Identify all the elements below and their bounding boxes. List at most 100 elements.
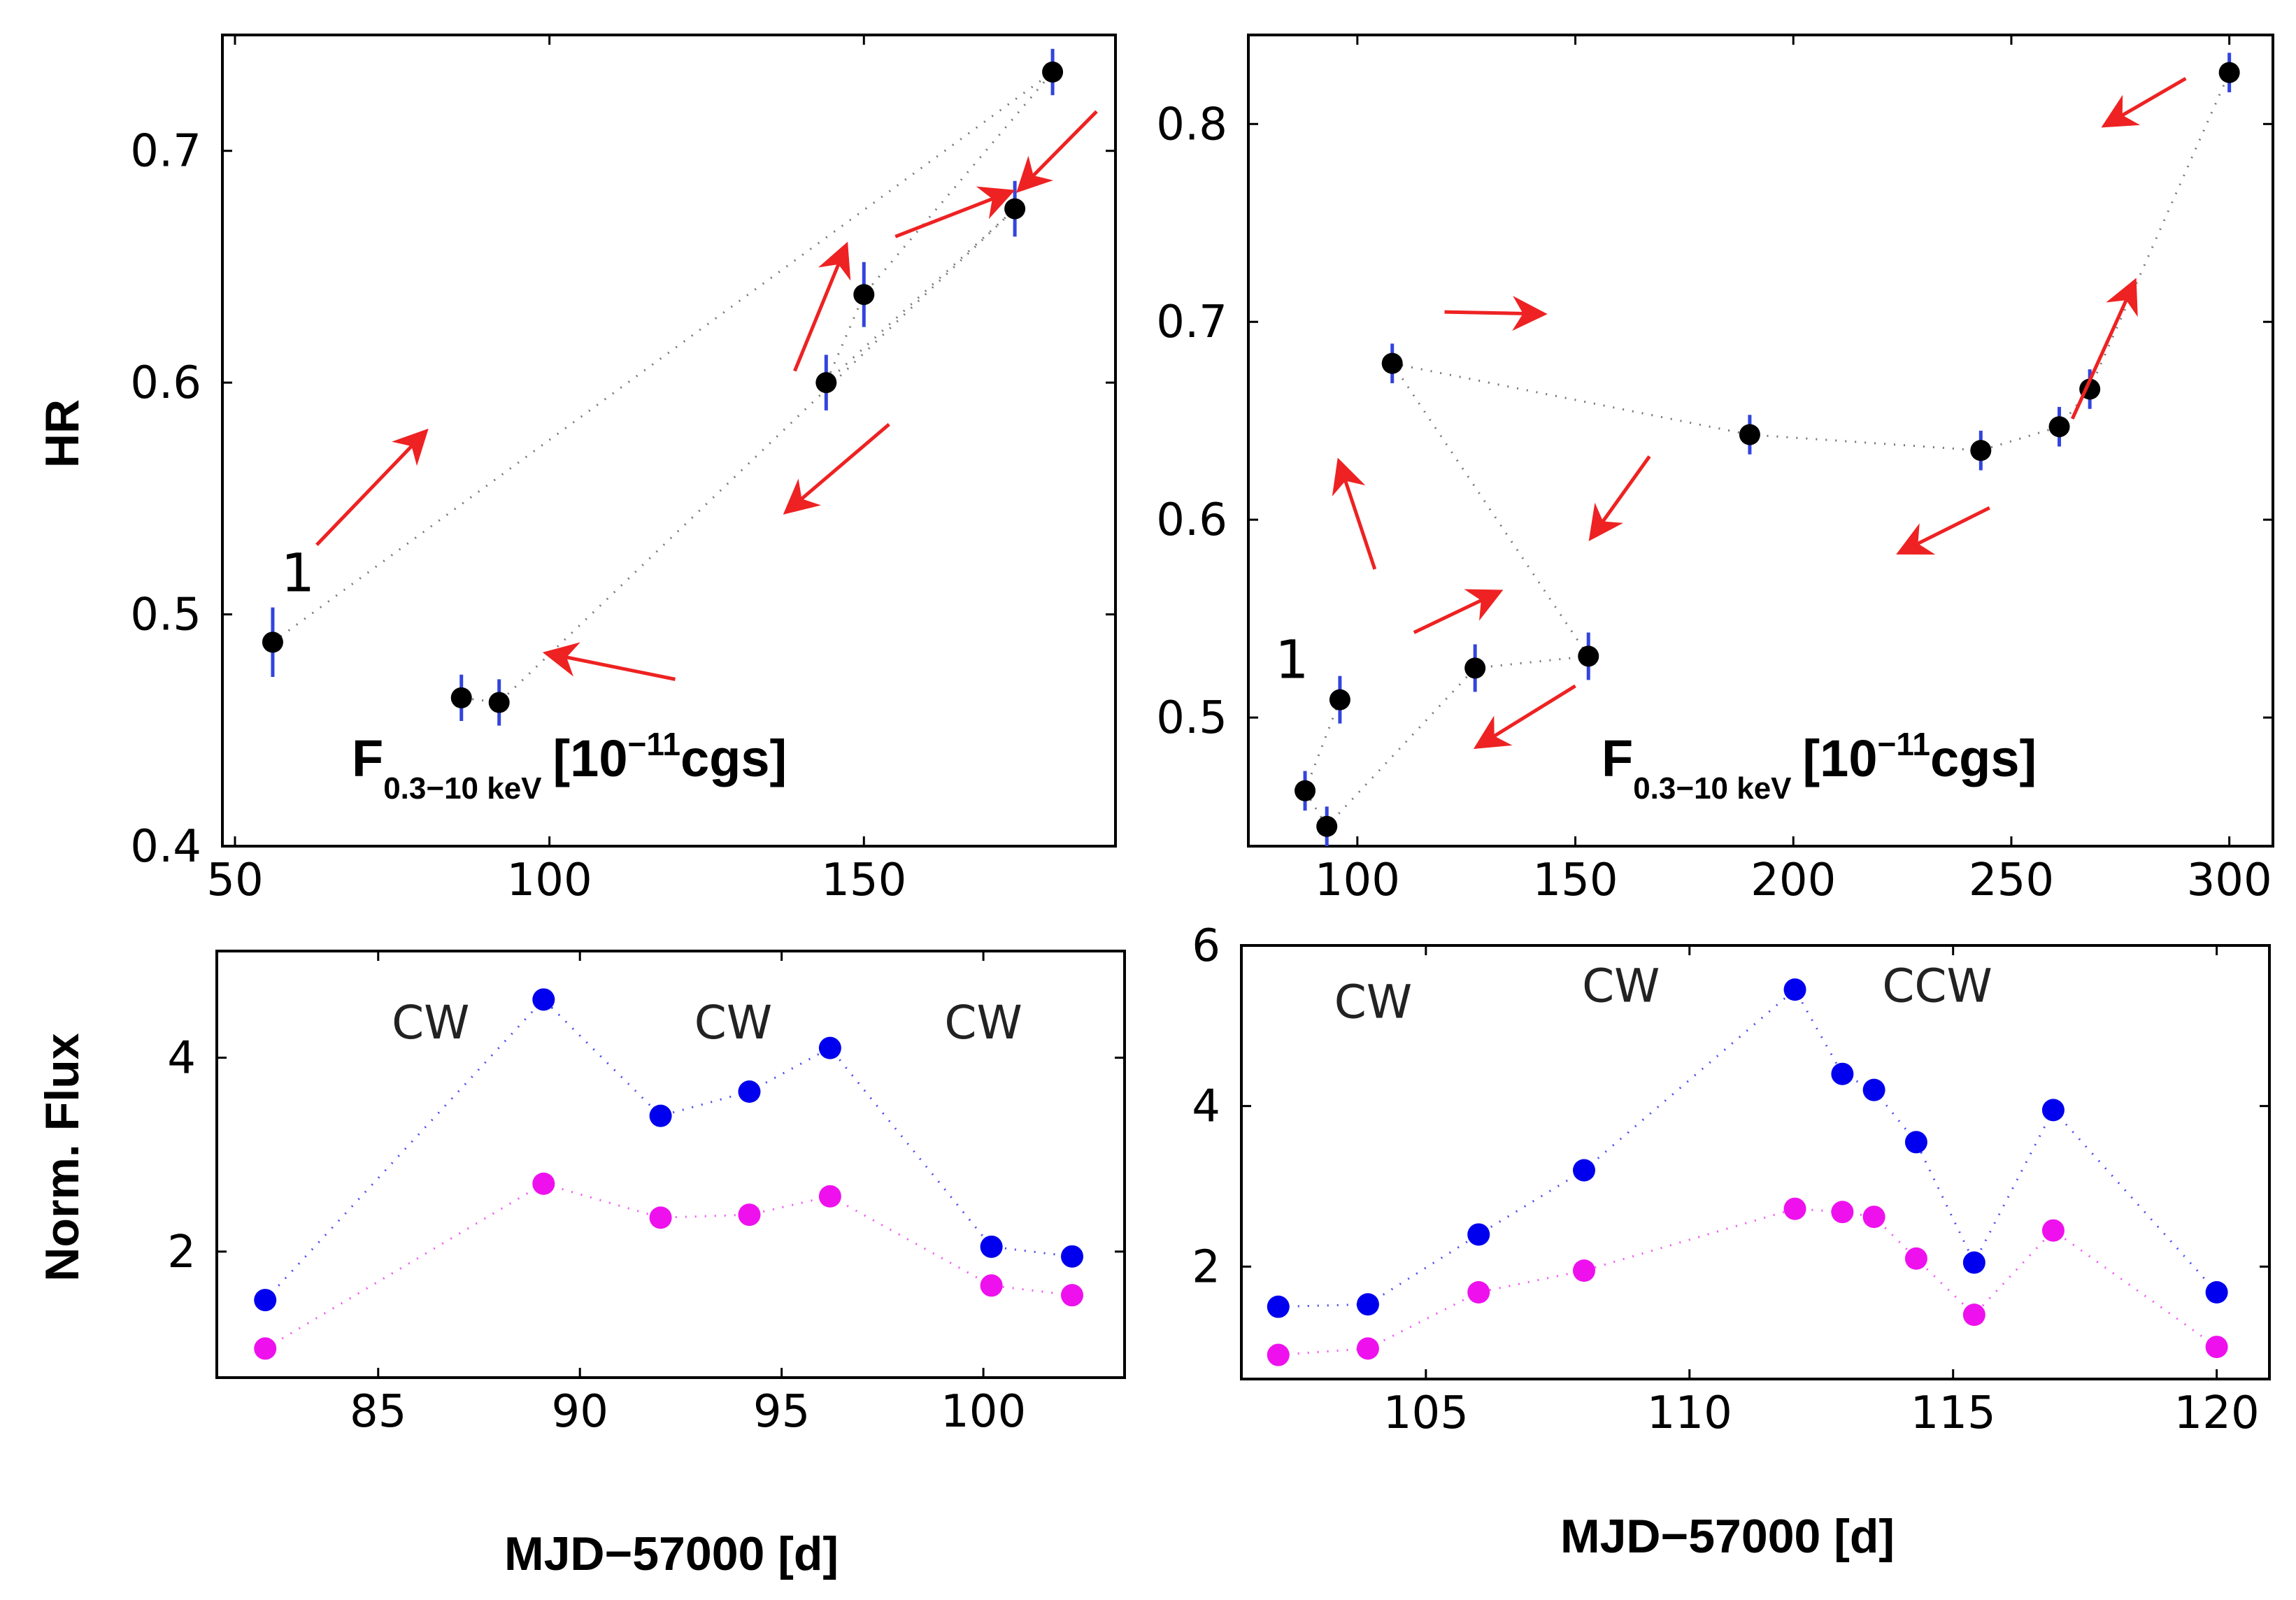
x-axis-label-mjd-left: MJD−57000 [d] xyxy=(504,1527,839,1580)
data-point xyxy=(1316,815,1338,837)
x-tick-label: 85 xyxy=(350,1386,406,1438)
connector-path xyxy=(272,71,1054,704)
x-tick-label: 100 xyxy=(941,1386,1026,1438)
direction-arrow xyxy=(2070,278,2138,420)
soft-point xyxy=(254,1337,277,1360)
soft-point xyxy=(1061,1284,1084,1307)
series-line-soft xyxy=(264,1183,1073,1350)
data-point xyxy=(2218,62,2240,83)
hard-point xyxy=(1962,1251,1985,1274)
data-point xyxy=(488,692,510,713)
rotation-label: CW xyxy=(392,996,469,1050)
data-point xyxy=(262,631,283,653)
data-point xyxy=(2048,416,2070,438)
y-tick-label: 0.5 xyxy=(130,590,201,641)
hard-point xyxy=(1831,1062,1854,1085)
direction-arrow xyxy=(894,186,1015,238)
connector-path xyxy=(1304,72,2231,829)
soft-point xyxy=(1267,1343,1290,1366)
panel-flux-right: 105 110 115 120 2 4 6 CW CW CCW xyxy=(1192,920,2271,1439)
data-point xyxy=(450,687,472,708)
plot-frame xyxy=(1240,944,2271,1380)
x-tick-label: 115 xyxy=(1911,1387,1996,1439)
y-tick-label: 6 xyxy=(1192,920,1220,972)
hard-point xyxy=(1783,978,1806,1001)
x-tick-label: 90 xyxy=(551,1386,608,1438)
data-point xyxy=(1042,62,1064,83)
x-tick-label: 110 xyxy=(1647,1387,1732,1439)
data-point xyxy=(1004,198,1026,220)
series-line-soft xyxy=(1278,1208,2218,1357)
panel-flux-left: 85 90 95 100 2 4 CW CW CW xyxy=(167,950,1126,1438)
direction-arrow xyxy=(1896,506,1990,555)
hard-point xyxy=(2041,1099,2065,1122)
hard-point xyxy=(738,1080,761,1103)
rotation-label: CW xyxy=(944,996,1022,1050)
data-point xyxy=(1329,689,1350,710)
y-tick-label: 0.7 xyxy=(1156,297,1227,348)
hard-point xyxy=(1467,1223,1490,1246)
soft-point xyxy=(2041,1219,2065,1242)
y-axis-label-hr: HR xyxy=(36,399,89,468)
x-tick-label: 95 xyxy=(753,1386,810,1438)
y-tick-label: 0.8 xyxy=(1156,99,1227,150)
data-point xyxy=(853,284,875,306)
x-tick-label: 150 xyxy=(1532,855,1618,906)
soft-point xyxy=(1831,1201,1854,1224)
soft-point xyxy=(1862,1206,1885,1229)
direction-arrow xyxy=(1016,110,1098,193)
data-point xyxy=(1295,780,1316,801)
hard-point xyxy=(1573,1159,1595,1182)
hard-point xyxy=(1061,1245,1084,1268)
x-tick-label: 150 xyxy=(821,855,906,906)
hard-point xyxy=(2205,1281,2228,1303)
hard-point xyxy=(818,1036,841,1059)
y-tick-label: 0.4 xyxy=(130,821,201,873)
hard-point xyxy=(980,1235,1003,1258)
soft-point xyxy=(738,1203,761,1227)
y-tick-label: 0.6 xyxy=(130,357,201,409)
soft-point xyxy=(1573,1259,1595,1282)
plot-frame xyxy=(215,950,1126,1379)
rotation-label: CW xyxy=(1334,975,1412,1029)
soft-point xyxy=(649,1206,672,1229)
y-axis-label-norm-flux: Norm. Flux xyxy=(36,1033,89,1281)
soft-point xyxy=(1783,1197,1806,1220)
direction-arrow xyxy=(1444,296,1548,331)
x-axis-label-flux: F0.3−10 keV[10−11cgs] xyxy=(352,726,787,806)
data-point xyxy=(815,372,837,394)
data-point xyxy=(1970,440,1992,462)
soft-point xyxy=(532,1172,555,1195)
direction-arrow xyxy=(1413,589,1504,634)
direction-arrow xyxy=(1332,457,1377,570)
y-tick-label: 4 xyxy=(1192,1081,1220,1133)
hard-point xyxy=(1862,1078,1885,1101)
direction-arrow xyxy=(315,428,429,546)
soft-point xyxy=(1904,1247,1927,1270)
start-marker-label: 1 xyxy=(1275,629,1309,691)
direction-arrow xyxy=(1588,455,1651,541)
y-tick-label: 2 xyxy=(1192,1241,1220,1293)
x-tick-label: 120 xyxy=(2174,1387,2260,1439)
soft-point xyxy=(818,1185,841,1208)
hard-point xyxy=(1904,1131,1927,1154)
hard-point xyxy=(532,988,555,1011)
panel-hr-right: 100 150 200 250 300 0.5 0.6 0.7 0.8 1 F0.3−10 keV[… xyxy=(1156,34,2274,906)
hard-point xyxy=(1356,1293,1379,1316)
y-tick-label: 0.5 xyxy=(1156,692,1227,744)
y-tick-label: 4 xyxy=(167,1033,196,1085)
x-tick-label: 105 xyxy=(1383,1387,1469,1439)
direction-arrow xyxy=(542,642,676,681)
hard-point xyxy=(1267,1295,1290,1318)
panel-hr-left: 50 100 150 0.4 0.5 0.6 0.7 1 F0.3−10 keV[10−11cg… xyxy=(130,34,1117,906)
data-point xyxy=(1578,645,1599,667)
soft-point xyxy=(1356,1337,1379,1360)
soft-point xyxy=(1467,1281,1490,1303)
data-point xyxy=(1464,657,1486,679)
soft-point xyxy=(1962,1303,1985,1327)
direction-arrow xyxy=(783,422,890,515)
soft-point xyxy=(2205,1336,2228,1359)
y-tick-label: 2 xyxy=(167,1227,196,1278)
x-tick-label: 250 xyxy=(1969,855,2054,906)
